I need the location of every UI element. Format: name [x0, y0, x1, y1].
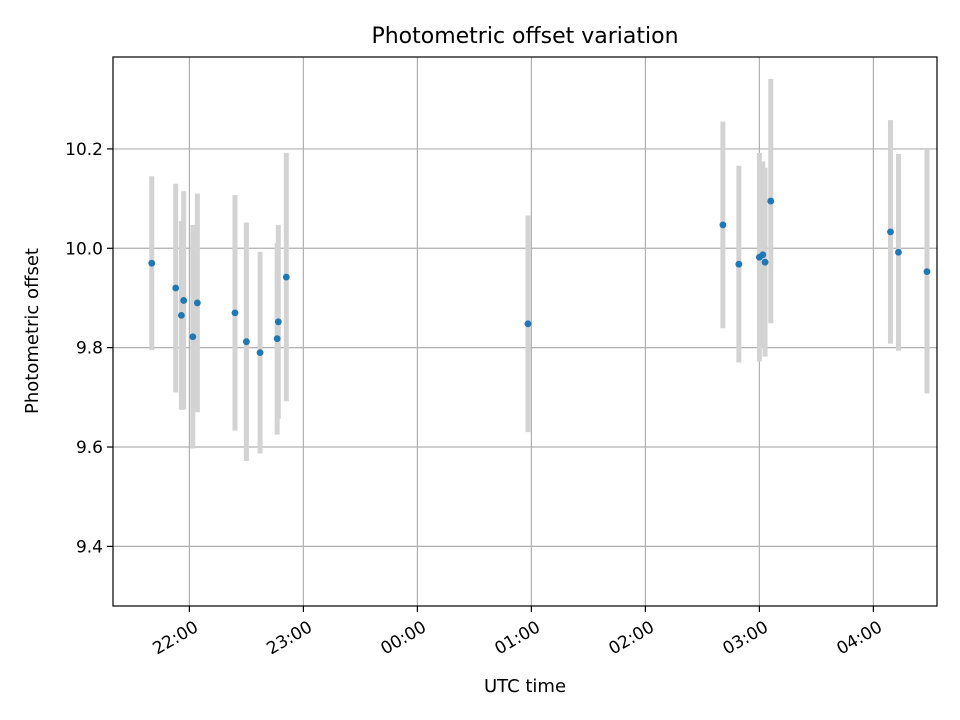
y-tick-label: 9.4 — [76, 537, 103, 557]
chart-title: Photometric offset variation — [371, 24, 678, 49]
x-axis-label: UTC time — [484, 676, 566, 697]
data-point — [887, 228, 894, 236]
data-point — [242, 338, 250, 346]
data-point — [759, 251, 767, 259]
plot-frame — [112, 56, 938, 607]
data-point — [719, 221, 727, 229]
data-point — [761, 258, 769, 266]
y-tick-label: 9.8 — [76, 339, 103, 359]
data-point — [178, 311, 185, 319]
data-point — [735, 260, 743, 268]
data-point — [193, 299, 201, 307]
data-point — [172, 284, 180, 292]
data-point — [274, 318, 282, 326]
y-tick-label: 9.6 — [76, 438, 103, 458]
y-tick-label: 10.0 — [65, 239, 103, 259]
data-point — [895, 248, 902, 256]
data-point — [189, 333, 197, 341]
y-axis-label: Photometric offset — [22, 248, 43, 414]
data-point — [231, 309, 239, 317]
data-points — [148, 197, 931, 357]
data-point — [256, 349, 264, 357]
data-point — [148, 259, 156, 267]
y-tick-label: 10.2 — [65, 140, 103, 160]
data-point — [273, 335, 281, 343]
y-axis: 9.4 9.6 9.8 10.0 10.2 — [65, 140, 113, 557]
data-point — [180, 297, 188, 304]
data-point — [524, 320, 532, 328]
data-point — [767, 197, 775, 205]
data-point — [282, 273, 290, 281]
data-point — [923, 268, 931, 276]
